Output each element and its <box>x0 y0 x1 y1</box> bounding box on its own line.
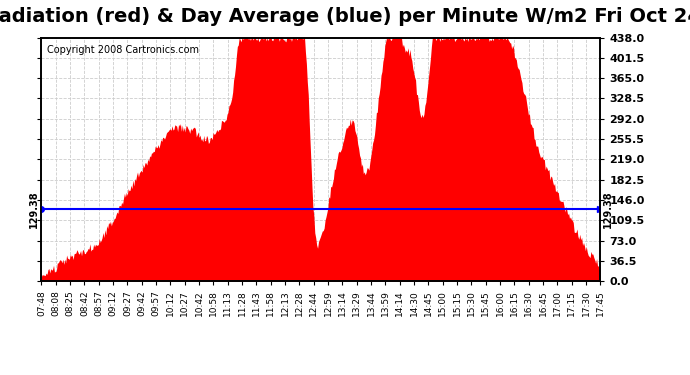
Text: Copyright 2008 Cartronics.com: Copyright 2008 Cartronics.com <box>47 45 199 55</box>
Text: 129.38: 129.38 <box>28 190 39 228</box>
Text: Solar Radiation (red) & Day Average (blue) per Minute W/m2 Fri Oct 24 17:48: Solar Radiation (red) & Day Average (blu… <box>0 8 690 27</box>
Text: 129.38: 129.38 <box>603 190 613 228</box>
